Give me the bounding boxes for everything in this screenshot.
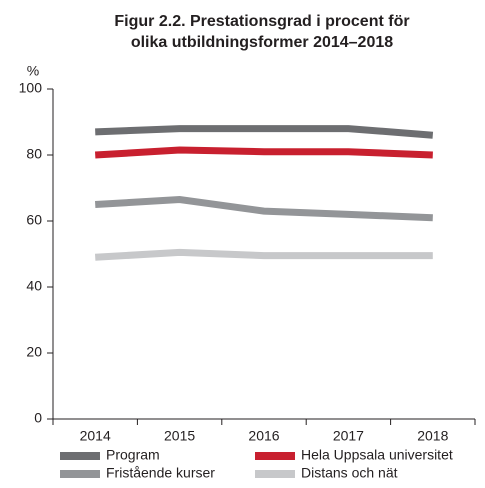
legend-label: Distans och nät [301,465,398,481]
y-tick-label: 100 [19,80,43,96]
x-tick-label: 2018 [417,428,448,444]
x-tick-label: 2015 [164,428,195,444]
legend-swatch [60,470,100,478]
series-line [94,146,433,159]
legend-swatch [60,452,100,460]
y-tick-label: 20 [26,344,42,360]
x-tick-label: 2014 [80,428,111,444]
series-line [94,248,433,261]
legend-label: Program [106,447,160,463]
chart-title: Figur 2.2. Prestationsgrad i procent för [114,13,409,30]
y-tick-label: 80 [26,146,42,162]
series-line [95,125,434,139]
legend-label: Hela Uppsala universitet [301,447,453,463]
legend-swatch [255,470,295,478]
legend-label: Fristående kurser [106,465,215,481]
x-tick-label: 2016 [248,428,279,444]
chart-title: olika utbildningsformer 2014–2018 [131,34,393,51]
x-tick-label: 2017 [333,428,364,444]
y-tick-label: 40 [26,278,42,294]
legend-swatch [255,452,295,460]
y-axis-label: % [27,63,39,79]
y-tick-label: 60 [26,212,42,228]
series-line [94,196,433,222]
y-tick-label: 0 [34,410,42,426]
